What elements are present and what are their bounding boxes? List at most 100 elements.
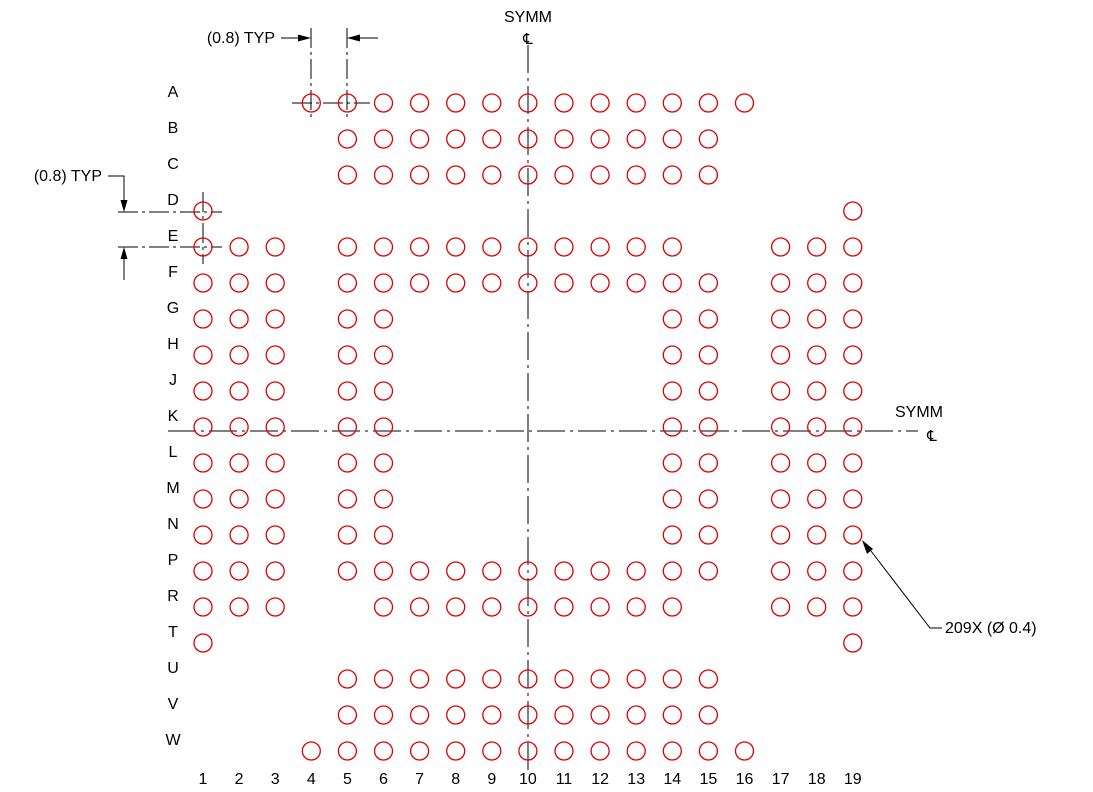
pad-n2 [229, 525, 249, 545]
pad-j14 [662, 381, 682, 401]
column-label-11: 11 [556, 771, 573, 788]
pad-v9 [482, 705, 502, 725]
pad-m1 [193, 489, 213, 509]
pad-p9 [482, 561, 502, 581]
pad-v8 [446, 705, 466, 725]
pad-f10 [518, 273, 538, 293]
pad-l1 [193, 453, 213, 473]
pad-j2 [229, 381, 249, 401]
column-label-4: 4 [307, 771, 316, 788]
pad-f13 [626, 273, 646, 293]
pad-u7 [409, 669, 430, 689]
pad-a6 [373, 93, 394, 113]
pad-e17 [770, 237, 791, 257]
pad-e10 [518, 237, 538, 257]
row-label-t: T [168, 624, 178, 641]
pad-c9 [482, 165, 502, 185]
pad-h2 [229, 345, 249, 365]
pad-m18 [807, 489, 827, 509]
pad-c11 [554, 165, 574, 185]
pad-j17 [770, 381, 791, 401]
pad-p10 [518, 561, 538, 581]
pad-w5 [337, 741, 358, 761]
pad-g17 [770, 309, 791, 329]
pad-f8 [446, 273, 466, 293]
pad-u14 [662, 669, 682, 689]
column-label-12: 12 [591, 771, 609, 788]
pad-a12 [590, 93, 610, 113]
pad-h3 [265, 345, 285, 365]
pad-g15 [698, 309, 719, 329]
pad-h5 [337, 345, 358, 365]
pad-k19 [843, 417, 863, 437]
column-label-1: 1 [199, 771, 208, 788]
pad-e1 [193, 237, 213, 257]
pad-j6 [373, 381, 394, 401]
pad-e12 [590, 237, 610, 257]
pad-r8 [446, 597, 466, 617]
pad-e6 [373, 237, 394, 257]
pad-w11 [554, 741, 574, 761]
pad-r18 [807, 597, 827, 617]
column-labels: 1 2 3 4 5 6 7 8 9 10 11 12 13 14 15 16 17 18 19 [199, 771, 862, 788]
pad-n6 [373, 525, 394, 545]
row-label-a: A [168, 84, 179, 101]
pad-b6 [373, 129, 394, 149]
pad-p1 [193, 561, 213, 581]
row-label-v: V [168, 696, 179, 713]
pad-v5 [337, 705, 358, 725]
pad-k2 [229, 417, 249, 437]
pad-u9 [482, 669, 502, 689]
pad-k3 [265, 417, 285, 437]
pad-m5 [337, 489, 358, 509]
pad-c6 [373, 165, 394, 185]
pad-p15 [698, 561, 719, 581]
pad-f15 [698, 273, 719, 293]
pad-a8 [446, 93, 466, 113]
pad-w4 [301, 741, 321, 761]
pad-m3 [265, 489, 285, 509]
row-label-m: M [166, 480, 179, 497]
pad-g6 [373, 309, 394, 329]
pad-p13 [626, 561, 646, 581]
pad-e19 [843, 237, 863, 257]
pad-c7 [409, 165, 430, 185]
row-label-j: J [169, 372, 177, 389]
pad-h6 [373, 345, 394, 365]
pad-v11 [554, 705, 574, 725]
vertical-pitch-dimension: (0.8) TYP [34, 168, 222, 280]
pad-u10 [518, 669, 538, 689]
pad-v6 [373, 705, 394, 725]
pad-f6 [373, 273, 394, 293]
row-label-c: C [167, 156, 179, 173]
pad-m14 [662, 489, 682, 509]
pad-u8 [446, 669, 466, 689]
pad-w13 [626, 741, 646, 761]
pad-p6 [373, 561, 394, 581]
pad-j18 [807, 381, 827, 401]
column-label-5: 5 [343, 771, 352, 788]
column-label-10: 10 [519, 771, 537, 788]
pad-f5 [337, 273, 358, 293]
pad-p7 [409, 561, 430, 581]
symm-label-vertical: SYMM [504, 9, 552, 26]
pad-r19 [843, 597, 863, 617]
column-label-3: 3 [271, 771, 280, 788]
row-label-b: B [168, 120, 179, 137]
pad-b8 [446, 129, 466, 149]
pad-f17 [770, 273, 791, 293]
pad-e2 [229, 237, 249, 257]
pad-f9 [482, 273, 502, 293]
pad-p3 [265, 561, 285, 581]
pad-m6 [373, 489, 394, 509]
pad-a11 [554, 93, 574, 113]
pad-b12 [590, 129, 610, 149]
pad-f2 [229, 273, 249, 293]
row-label-d: D [167, 192, 179, 209]
pad-r10 [518, 597, 538, 617]
pad-v13 [626, 705, 646, 725]
row-label-w: W [165, 732, 181, 749]
pad-r6 [373, 597, 394, 617]
pad-callout-label: 209X (Ø 0.4) [945, 620, 1037, 637]
